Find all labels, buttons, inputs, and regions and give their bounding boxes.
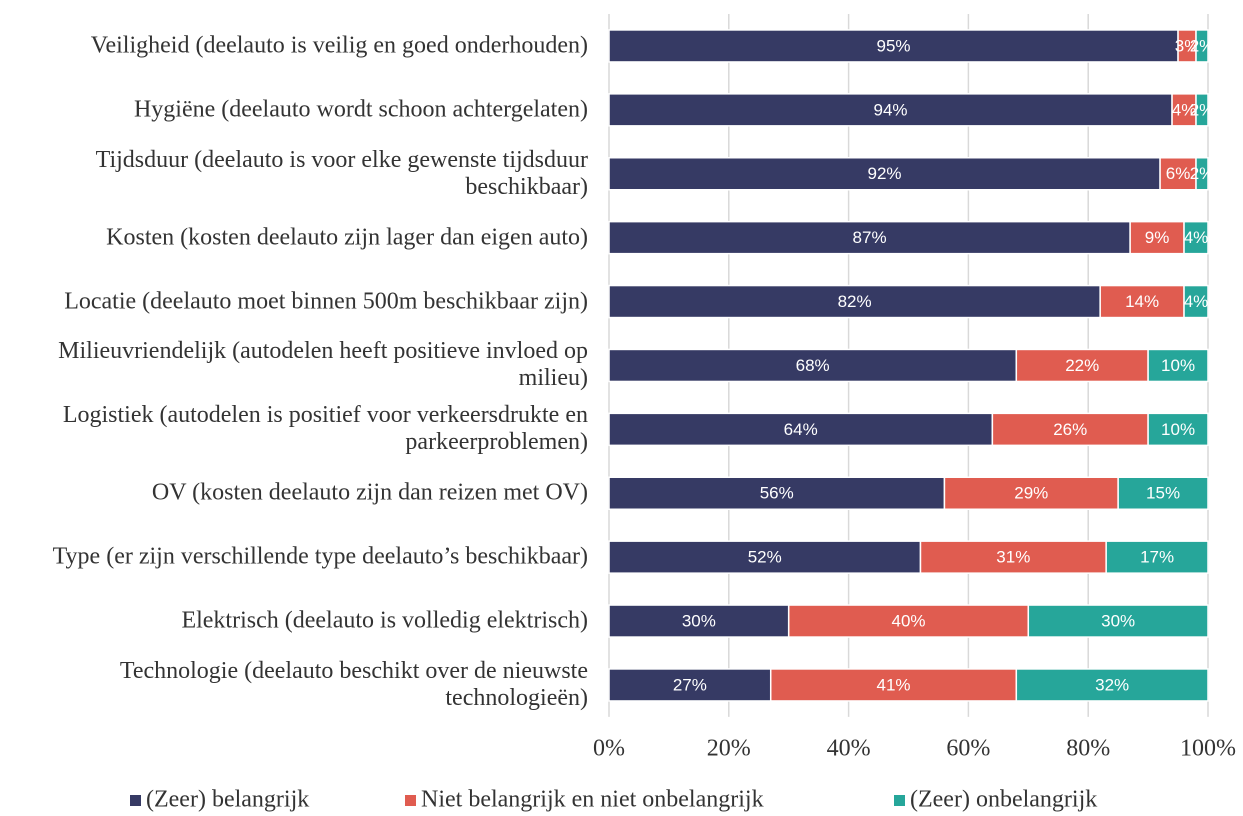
bar-segment <box>608 476 946 510</box>
data-label: 14% <box>1125 292 1159 311</box>
data-label: 29% <box>1014 484 1048 503</box>
data-label: 4% <box>1184 292 1209 311</box>
x-tick-label: 40% <box>827 735 871 761</box>
data-label: 10% <box>1161 420 1195 439</box>
data-label: 40% <box>891 612 925 631</box>
data-label: 4% <box>1172 100 1197 119</box>
bar-segment <box>608 220 1131 255</box>
data-label: 41% <box>877 675 911 694</box>
bar-segment <box>608 668 772 702</box>
category-label: Locatie (deelauto moet binnen 500m besch… <box>64 288 588 315</box>
bar-segment <box>608 157 1161 191</box>
data-label: 4% <box>1184 228 1209 247</box>
data-label: 22% <box>1065 356 1099 375</box>
category-label: Technologie (deelauto beschikt over de n… <box>119 657 588 711</box>
bar-segment <box>991 412 1149 447</box>
bar-segment <box>1117 476 1209 510</box>
bar-segment <box>769 668 1018 702</box>
data-label: 68% <box>796 356 830 375</box>
bar-segment <box>1015 668 1209 702</box>
data-label: 2% <box>1190 164 1215 183</box>
category-label: Veiligheid (deelauto is veilig en goed o… <box>90 32 588 59</box>
x-tick-label: 60% <box>946 735 990 761</box>
data-label: 56% <box>760 484 794 503</box>
data-label: 15% <box>1146 484 1180 503</box>
legend-label: (Zeer) belangrijk <box>146 787 309 813</box>
data-label: 82% <box>838 292 872 311</box>
bar-segment <box>919 540 1107 574</box>
data-label: 17% <box>1140 548 1174 567</box>
data-label: 9% <box>1145 228 1170 247</box>
bar-segment <box>1183 220 1209 255</box>
bar-segment <box>1159 157 1197 191</box>
data-label: 30% <box>1101 612 1135 631</box>
data-label: 94% <box>874 100 908 119</box>
category-label: Hygiëne (deelauto wordt schoon achtergel… <box>133 96 588 123</box>
x-tick-label: 100% <box>1180 735 1236 761</box>
data-label: 26% <box>1053 420 1087 439</box>
bar-segment <box>1105 540 1209 574</box>
category-label: Type (er zijn verschillende type deelaut… <box>52 543 588 570</box>
bar-segment <box>608 348 1018 383</box>
data-label: 64% <box>784 420 818 439</box>
x-tick-label: 80% <box>1066 735 1110 761</box>
data-label: 2% <box>1190 100 1215 119</box>
bar-segment <box>608 93 1173 127</box>
data-label: 27% <box>673 675 707 694</box>
data-label: 10% <box>1161 356 1195 375</box>
legend-label: Niet belangrijk en niet onbelangrijk <box>421 787 764 813</box>
legend-swatch <box>405 795 416 806</box>
bar-segment <box>1147 412 1209 447</box>
bar-segment <box>1195 29 1209 63</box>
legend-swatch <box>894 795 905 806</box>
data-label: 87% <box>853 228 887 247</box>
data-label: 3% <box>1175 36 1200 55</box>
data-label: 6% <box>1166 164 1191 183</box>
category-label: Elektrisch (deelauto is volledig elektri… <box>181 607 588 634</box>
bar-segment <box>1147 348 1209 383</box>
category-label: Milieuvriendelijk (autodelen heeft posit… <box>58 338 588 392</box>
category-label: Logistiek (autodelen is positief voor ve… <box>62 402 588 456</box>
data-label: 95% <box>877 36 911 55</box>
bar-segment <box>608 604 790 638</box>
bar-segment <box>1027 604 1209 638</box>
legend-swatch <box>130 795 141 806</box>
bar-segment <box>1183 284 1209 319</box>
data-label: 32% <box>1095 675 1129 694</box>
data-label: 30% <box>682 612 716 631</box>
data-label: 92% <box>868 164 902 183</box>
data-label: 31% <box>996 548 1030 567</box>
data-label: 2% <box>1190 36 1215 55</box>
category-label: Kosten (kosten deelauto zijn lager dan e… <box>106 224 588 251</box>
x-tick-label: 20% <box>707 735 751 761</box>
bar-segment <box>1195 157 1209 191</box>
category-label: OV (kosten deelauto zijn dan reizen met … <box>151 479 588 506</box>
data-label: 52% <box>748 548 782 567</box>
legend-label: (Zeer) onbelangrijk <box>910 787 1097 813</box>
bar-segment <box>608 29 1179 63</box>
bar-segment <box>1195 93 1209 127</box>
bar-segment <box>608 412 994 447</box>
x-tick-label: 0% <box>593 735 625 761</box>
category-label: Tijdsduur (deelauto is voor elke gewenst… <box>95 146 588 200</box>
bar-segment <box>1015 348 1149 383</box>
